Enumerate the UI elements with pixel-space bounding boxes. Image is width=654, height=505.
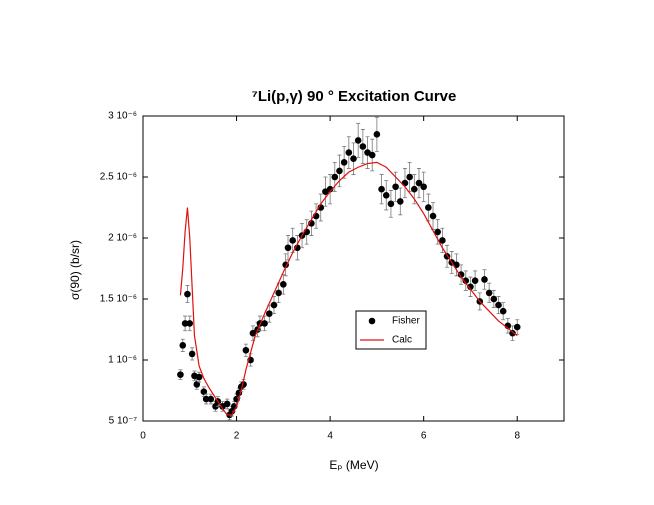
y-tick-label: 2.5 10⁻⁶ xyxy=(100,172,137,183)
data-point xyxy=(340,159,348,166)
data-point xyxy=(499,307,507,315)
data-point xyxy=(326,185,334,193)
data-point xyxy=(457,271,465,278)
data-point xyxy=(471,277,479,285)
data-point xyxy=(513,323,521,331)
data-point xyxy=(481,276,488,283)
data-point xyxy=(289,237,296,244)
data-point xyxy=(280,281,287,288)
calc-line xyxy=(179,161,518,416)
x-tick-label: 0 xyxy=(140,431,146,442)
x-tick-label: 8 xyxy=(514,431,520,442)
data-point xyxy=(336,167,343,175)
data-point xyxy=(387,200,395,208)
y-tick-label: 5 10⁻⁷ xyxy=(109,416,138,427)
data-point xyxy=(401,179,409,187)
data-point xyxy=(179,342,187,349)
legend-box xyxy=(355,310,427,350)
data-point xyxy=(193,381,201,388)
data-point xyxy=(406,173,413,181)
data-point xyxy=(188,350,196,358)
data-point xyxy=(490,295,498,303)
data-point xyxy=(177,371,184,378)
x-axis-label: Eₚ (MeV) xyxy=(329,458,378,472)
data-point xyxy=(429,212,437,220)
data-point xyxy=(420,183,427,191)
data-point xyxy=(186,320,194,327)
y-axis-label: σ(90) (b/sr) xyxy=(68,240,82,300)
data-point xyxy=(275,289,282,297)
y-tick-label: 3 10⁻⁶ xyxy=(108,111,137,122)
data-point xyxy=(392,183,399,191)
data-point xyxy=(396,198,404,205)
x-tick-label: 4 xyxy=(327,431,333,442)
data-point xyxy=(331,173,339,181)
data-point xyxy=(462,277,470,285)
data-point xyxy=(266,310,273,317)
data-point xyxy=(509,329,516,337)
data-point xyxy=(425,204,432,211)
data-point xyxy=(223,400,231,408)
data-point xyxy=(382,192,390,199)
data-point xyxy=(249,329,257,337)
data-point xyxy=(411,185,418,193)
x-tick-label: 6 xyxy=(421,431,427,442)
legend-label: Fisher xyxy=(392,316,420,327)
data-point xyxy=(354,137,362,144)
legend-label: Calc xyxy=(392,335,412,346)
data-point xyxy=(195,373,203,381)
plot-frame xyxy=(142,115,565,422)
chart-title: ⁷Li(p,γ) 90 ° Excitation Curve xyxy=(252,88,457,105)
data-point xyxy=(184,290,191,298)
data-point xyxy=(485,289,493,297)
data-point xyxy=(415,179,423,187)
y-tick-label: 1.5 10⁻⁶ xyxy=(100,294,137,305)
data-point xyxy=(373,131,381,138)
data-point xyxy=(202,395,210,403)
data-point xyxy=(439,237,446,244)
data-point xyxy=(212,403,219,410)
data-point xyxy=(359,143,367,150)
data-point xyxy=(378,185,385,193)
x-tick-label: 2 xyxy=(234,431,240,442)
data-point xyxy=(207,395,215,403)
data-point xyxy=(345,149,353,156)
y-tick-label: 2 10⁻⁶ xyxy=(108,233,137,244)
data-point xyxy=(350,155,357,162)
data-point xyxy=(284,244,292,252)
data-point xyxy=(368,151,376,159)
y-tick-label: 1 10⁻⁶ xyxy=(108,355,137,366)
data-point xyxy=(242,346,250,354)
data-point xyxy=(181,320,189,327)
data-point xyxy=(261,320,268,327)
data-point xyxy=(467,283,474,291)
legend-swatch xyxy=(368,317,376,325)
data-point xyxy=(434,228,442,236)
data-point xyxy=(200,388,208,396)
data-point xyxy=(270,301,278,309)
data-point xyxy=(495,301,502,309)
